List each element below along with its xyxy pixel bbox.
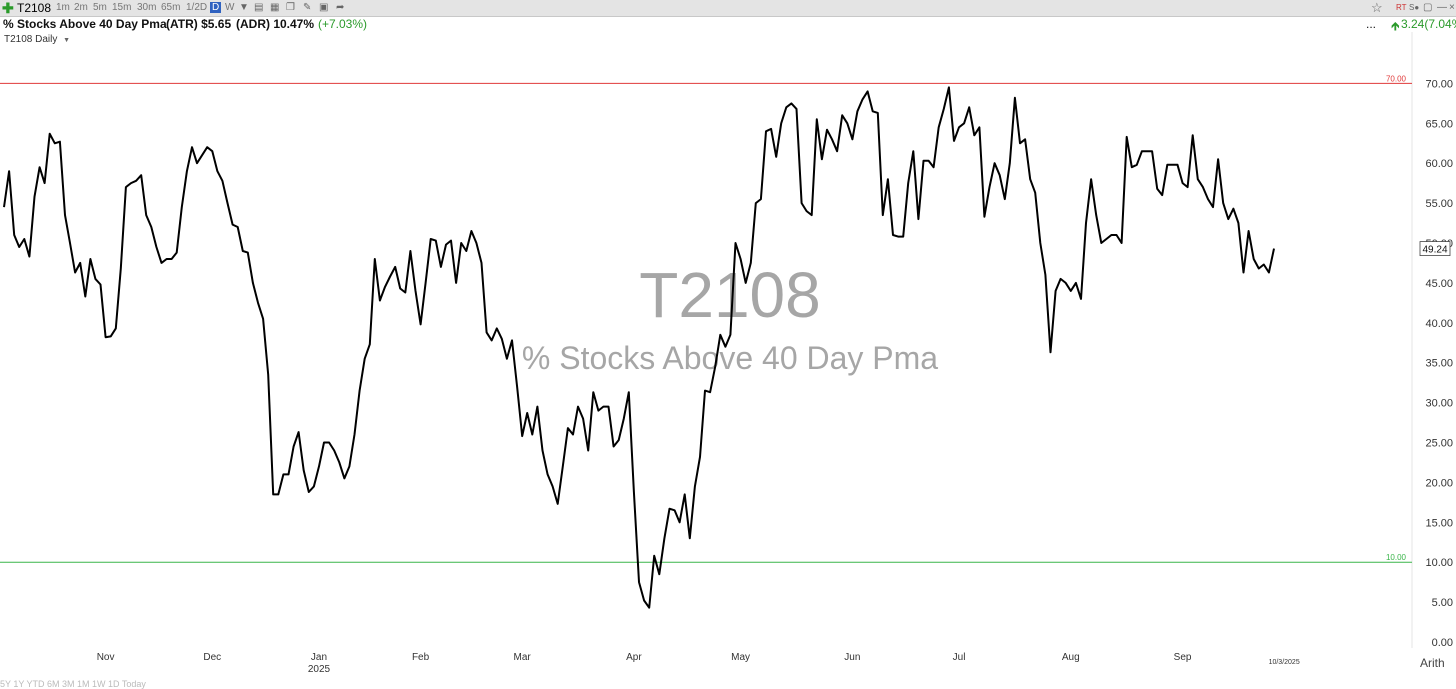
x-tick-label: 10/3/2025 (1269, 659, 1300, 666)
last-value-label: 49.24 (1422, 245, 1447, 256)
x-tick-label: Nov (97, 652, 115, 663)
interval-2m[interactable]: 2m (74, 2, 88, 13)
x-tick-label: Aug (1062, 652, 1080, 663)
interval-1m[interactable]: 1m (56, 2, 70, 13)
minus-icon[interactable]: — (1437, 2, 1447, 13)
change-percent: (+7.03%) (318, 17, 368, 31)
y-tick-label: 70.00 (1425, 78, 1453, 90)
star-icon[interactable]: ☆ (1371, 0, 1383, 15)
interval-half-day[interactable]: 1/2D (186, 2, 208, 13)
pencil-icon[interactable]: ✎ (303, 2, 312, 13)
study-label-text: T2108 Daily (4, 34, 58, 45)
right-change: 3.24(7.04% (1401, 17, 1456, 31)
last-value-box (1419, 241, 1451, 256)
y-tick-label: 30.00 (1425, 398, 1453, 410)
y-tick-label: 35.00 (1425, 358, 1453, 370)
y-tick-label: 15.00 (1425, 517, 1453, 529)
ref-line-label: 70.00 (1386, 74, 1407, 83)
interval-15m[interactable]: 15m (112, 2, 132, 13)
interval-weekly[interactable]: W (225, 2, 235, 13)
arrow-up-icon: 🡹 (1391, 19, 1400, 33)
x-tick-label: Dec (203, 652, 221, 663)
x-tick-label: Mar (514, 652, 532, 663)
x-tick-label: Jul (953, 652, 966, 663)
y-tick-label: 20.00 (1425, 477, 1453, 489)
copy-icon[interactable]: ❐ (286, 2, 295, 13)
symbol-field[interactable]: T2108 (17, 1, 52, 15)
study-label[interactable]: T2108 Daily ▼ (4, 34, 70, 45)
interval-5m[interactable]: 5m (93, 2, 107, 13)
interval-65m[interactable]: 65m (161, 2, 181, 13)
top-toolbar: ✚ T2108 1m 2m 5m 15m 30m 65m 1/2D D W ▼ … (0, 0, 1456, 17)
x-tick-label: Sep (1174, 652, 1192, 663)
ref-line-label: 10.00 (1386, 553, 1407, 562)
y-tick-label: 40.00 (1425, 318, 1453, 330)
bottom-range-bar[interactable]: 5Y 1Y YTD 6M 3M 1M 1W 1D Today (0, 679, 146, 689)
share-icon[interactable]: ➦ (336, 2, 345, 13)
chevron-down-icon[interactable]: ▼ (63, 37, 71, 44)
series-line (3, 86, 1275, 609)
dropdown-caret-icon[interactable]: ▼ (239, 2, 249, 13)
y-tick-label: 5.00 (1432, 597, 1453, 609)
bar-style-icon[interactable]: ▦ (270, 2, 280, 13)
x-tick-label: Jan (311, 652, 327, 663)
folder-icon[interactable]: ▣ (319, 2, 329, 13)
interval-daily[interactable]: D (210, 2, 222, 13)
y-tick-label: 65.00 (1425, 118, 1453, 130)
close-icon[interactable]: × (1449, 2, 1455, 13)
y-tick-label: 45.00 (1425, 278, 1453, 290)
atr-value: (ATR) $5.65 (166, 17, 232, 31)
text-tool-icon[interactable]: ▤ (254, 2, 264, 13)
rt-badge[interactable]: RT (1396, 3, 1407, 12)
window-icon[interactable]: ▢ (1423, 2, 1433, 13)
y-tick-label: 25.00 (1425, 438, 1453, 450)
y-tick-label: 60.00 (1425, 158, 1453, 170)
watermark-name: % Stocks Above 40 Day Pma (521, 340, 939, 376)
info-bar: % Stocks Above 40 Day Pma (ATR) $5.65 (A… (0, 16, 1456, 33)
y-tick-label: 55.00 (1425, 198, 1453, 210)
x-tick-label: Apr (626, 652, 642, 663)
info-title: % Stocks Above 40 Day Pma (3, 17, 167, 31)
x-tick-label: Jun (844, 652, 860, 663)
y-tick-label: 0.00 (1432, 637, 1453, 649)
adr-value: (ADR) 10.47% (236, 17, 315, 31)
x-tick-label: Feb (412, 652, 430, 663)
watermark-symbol: T2108 (639, 259, 821, 331)
more-dots[interactable]: ... (1366, 17, 1377, 31)
x-tick-label: May (731, 652, 750, 663)
plus-icon[interactable]: ✚ (2, 0, 14, 16)
y-tick-label: 10.00 (1425, 557, 1453, 569)
interval-30m[interactable]: 30m (137, 2, 157, 13)
x-tick-label: 2025 (308, 664, 331, 675)
scale-mode[interactable]: Arith (1420, 656, 1445, 670)
spread-icon[interactable]: S● (1409, 3, 1420, 12)
